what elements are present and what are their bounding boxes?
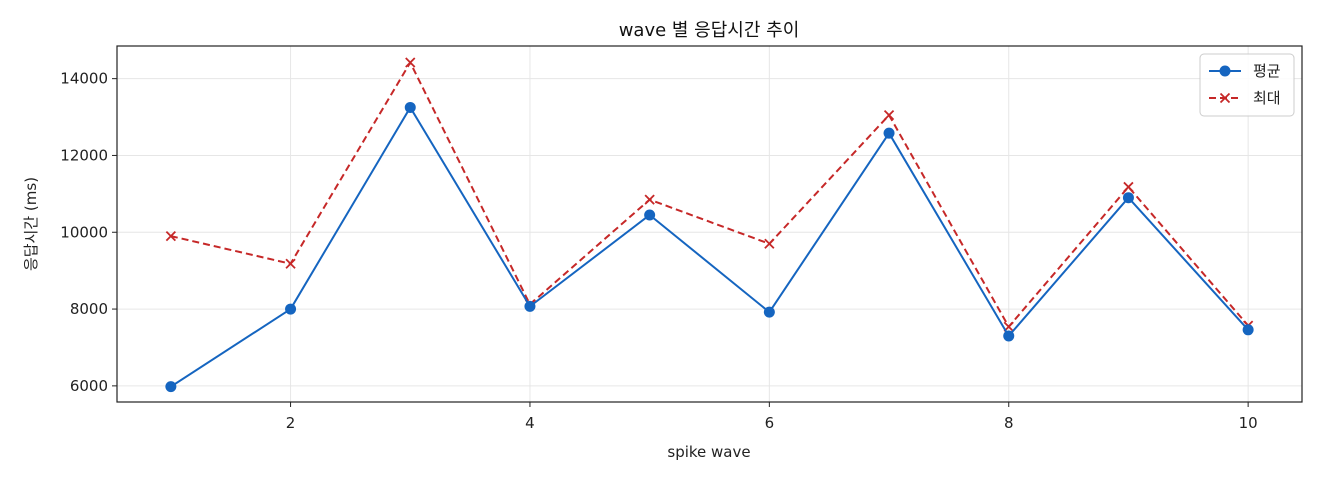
data-point [883, 127, 895, 139]
data-point [1122, 192, 1134, 204]
series-line [170, 61, 1249, 328]
x-tick-label: 4 [525, 414, 535, 432]
data-point [285, 303, 297, 315]
data-point [883, 109, 895, 121]
data-point [1242, 324, 1254, 336]
x-tick-label: 6 [765, 414, 775, 432]
y-tick-label: 14000 [60, 70, 108, 88]
x-axis: 2 4 6 8 10 [286, 402, 1258, 432]
data-point [764, 238, 775, 249]
data-point [1003, 330, 1015, 342]
series-line [170, 106, 1249, 388]
grid [117, 46, 1302, 402]
series-layer [165, 57, 1254, 393]
x-axis-label: spike wave [667, 443, 750, 461]
series-0 [165, 101, 1254, 393]
series-1 [165, 57, 1254, 332]
data-point [1123, 181, 1134, 193]
y-tick-label: 10000 [60, 223, 108, 241]
legend-item: 최대 [1209, 89, 1281, 107]
data-point [644, 194, 655, 205]
y-tick-label: 12000 [60, 146, 108, 164]
data-point [763, 306, 775, 318]
y-axis-label: 응답시간 (ms) [22, 177, 40, 271]
legend-marker [1219, 65, 1231, 77]
y-tick-label: 8000 [70, 300, 108, 318]
chart-title: wave 별 응답시간 추이 [619, 20, 800, 41]
y-tick-label: 6000 [70, 377, 108, 395]
data-point [165, 230, 177, 242]
x-tick-label: 8 [1004, 414, 1014, 432]
x-tick-label: 10 [1239, 414, 1258, 432]
data-point [285, 258, 296, 269]
x-tick-label: 2 [286, 414, 296, 432]
data-point [644, 209, 656, 221]
legend-item: 평균 [1209, 62, 1281, 80]
plot-area [116, 45, 1303, 403]
data-point [404, 101, 416, 113]
legend-label: 평균 [1253, 62, 1281, 80]
data-point [524, 300, 536, 312]
data-point [165, 381, 177, 393]
y-axis: 6000 8000 10000 12000 14000 [60, 70, 117, 395]
legend-marker [1219, 92, 1231, 104]
legend-label: 최대 [1253, 89, 1281, 107]
data-point [405, 57, 416, 68]
